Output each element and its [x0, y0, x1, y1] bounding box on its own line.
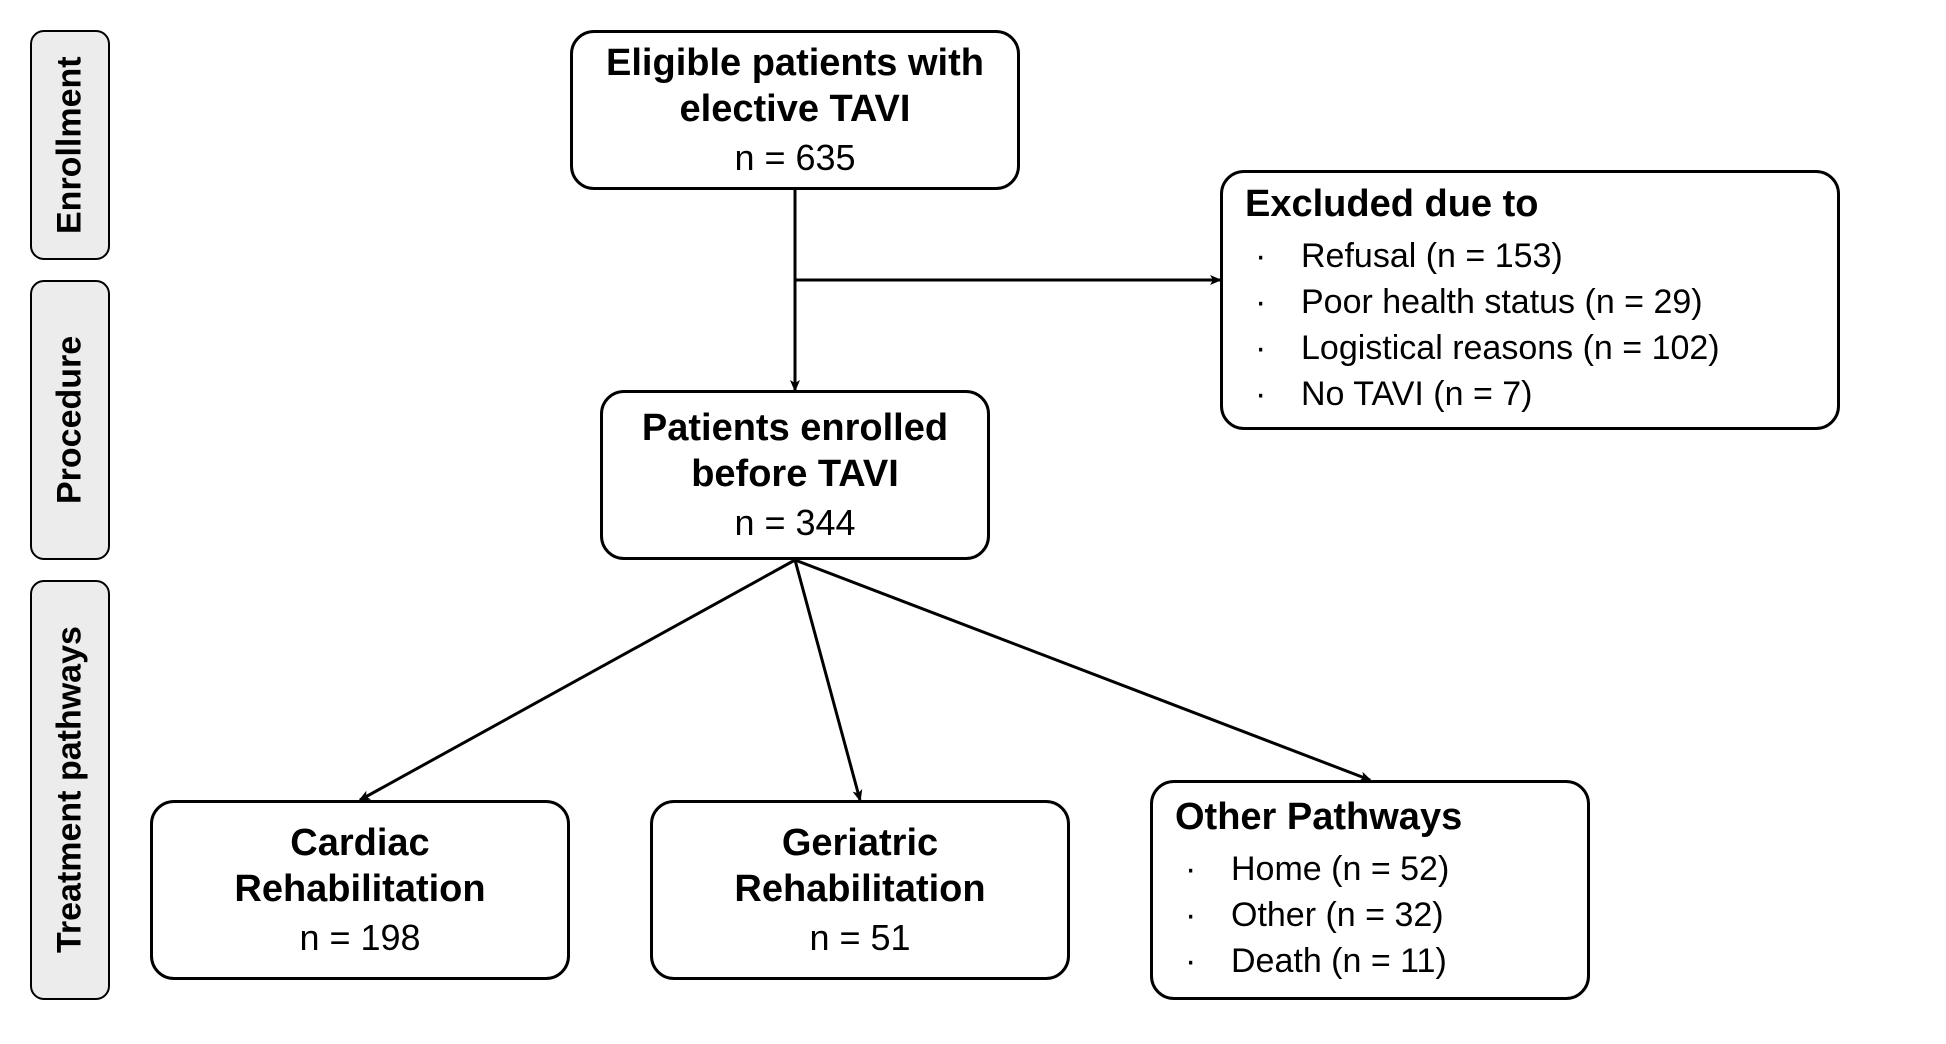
node-geriatric-count: n = 51 [809, 917, 910, 959]
node-geriatric-title-line2: Rehabilitation [734, 868, 985, 910]
list-item: ·Other (n = 32) [1175, 893, 1449, 939]
node-other-title: Other Pathways [1175, 795, 1462, 841]
phase-procedure: Procedure [30, 280, 110, 560]
list-item: ·Home (n = 52) [1175, 847, 1449, 893]
node-other-items: ·Home (n = 52)·Other (n = 32)·Death (n =… [1175, 847, 1449, 985]
bullet-dot-icon: · [1175, 847, 1231, 893]
node-enrolled-title-line2: before TAVI [691, 453, 899, 495]
list-item: ·Death (n = 11) [1175, 939, 1449, 985]
phase-procedure-label: Procedure [51, 336, 90, 504]
list-item: ·Poor health status (n = 29) [1245, 280, 1720, 326]
flowchart-diagram: Enrollment Procedure Treatment pathways … [20, 20, 1926, 1024]
node-eligible-title-line2: elective TAVI [680, 88, 911, 130]
node-cardiac: Cardiac Rehabilitation n = 198 [150, 800, 570, 980]
list-item-text: Logistical reasons (n = 102) [1301, 326, 1720, 372]
node-excluded-items: ·Refusal (n = 153)·Poor health status (n… [1245, 234, 1720, 418]
node-geriatric-title: Geriatric Rehabilitation [734, 821, 985, 912]
list-item-text: Refusal (n = 153) [1301, 234, 1563, 280]
bullet-dot-icon: · [1245, 326, 1301, 372]
list-item: ·Logistical reasons (n = 102) [1245, 326, 1720, 372]
edge [795, 560, 1370, 780]
node-enrolled-title-line1: Patients enrolled [642, 407, 948, 449]
node-eligible: Eligible patients with elective TAVI n =… [570, 30, 1020, 190]
bullet-dot-icon: · [1245, 234, 1301, 280]
list-item-text: No TAVI (n = 7) [1301, 372, 1532, 418]
phase-enrollment-label: Enrollment [51, 56, 90, 234]
node-enrolled-count: n = 344 [734, 502, 855, 544]
node-geriatric-title-line1: Geriatric [782, 822, 938, 864]
bullet-dot-icon: · [1245, 280, 1301, 326]
node-cardiac-title-line1: Cardiac [290, 822, 429, 864]
node-enrolled-title: Patients enrolled before TAVI [642, 406, 948, 497]
node-excluded-title: Excluded due to [1245, 182, 1538, 228]
node-cardiac-title: Cardiac Rehabilitation [234, 821, 485, 912]
node-eligible-count: n = 635 [734, 137, 855, 179]
bullet-dot-icon: · [1175, 893, 1231, 939]
node-cardiac-count: n = 198 [299, 917, 420, 959]
phase-pathways: Treatment pathways [30, 580, 110, 1000]
list-item: ·No TAVI (n = 7) [1245, 372, 1720, 418]
edge [795, 560, 860, 800]
node-eligible-title: Eligible patients with elective TAVI [606, 41, 984, 132]
list-item-text: Home (n = 52) [1231, 847, 1449, 893]
node-geriatric: Geriatric Rehabilitation n = 51 [650, 800, 1070, 980]
node-eligible-title-line1: Eligible patients with [606, 42, 984, 84]
node-cardiac-title-line2: Rehabilitation [234, 868, 485, 910]
edge [360, 560, 795, 800]
node-excluded: Excluded due to ·Refusal (n = 153)·Poor … [1220, 170, 1840, 430]
list-item-text: Other (n = 32) [1231, 893, 1444, 939]
bullet-dot-icon: · [1175, 939, 1231, 985]
list-item-text: Death (n = 11) [1231, 939, 1447, 985]
phase-pathways-label: Treatment pathways [51, 627, 90, 954]
phase-enrollment: Enrollment [30, 30, 110, 260]
node-other: Other Pathways ·Home (n = 52)·Other (n =… [1150, 780, 1590, 1000]
bullet-dot-icon: · [1245, 372, 1301, 418]
list-item: ·Refusal (n = 153) [1245, 234, 1720, 280]
node-enrolled: Patients enrolled before TAVI n = 344 [600, 390, 990, 560]
list-item-text: Poor health status (n = 29) [1301, 280, 1703, 326]
